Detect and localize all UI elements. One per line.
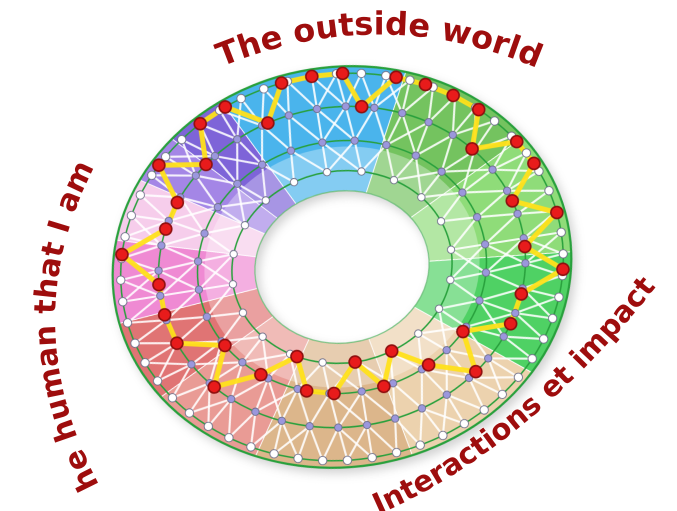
donut-group <box>111 65 573 469</box>
red-node <box>514 287 529 301</box>
red-node <box>335 66 350 81</box>
label-outside-world: The outside world <box>211 4 548 75</box>
label-human-that-i-am-text: The human that I am <box>0 0 107 498</box>
label-outside-world-text: The outside world <box>210 4 549 76</box>
red-node <box>152 158 166 173</box>
red-node <box>471 102 486 117</box>
red-node <box>207 380 222 394</box>
red-node <box>505 194 520 208</box>
red-node <box>299 384 314 398</box>
red-node <box>384 344 399 358</box>
red-node <box>274 76 289 90</box>
red-node <box>115 247 129 262</box>
red-node <box>261 116 275 130</box>
red-nodes <box>115 66 570 401</box>
inner-band-overlay <box>204 146 480 388</box>
red-node <box>556 262 570 277</box>
red-node <box>550 205 564 220</box>
red-node <box>290 349 304 364</box>
red-node <box>465 142 479 156</box>
red-node <box>199 157 213 172</box>
mesh-lines <box>119 72 565 462</box>
red-node <box>389 70 403 85</box>
red-node <box>469 364 483 379</box>
red-node <box>503 316 518 331</box>
red-node <box>354 99 369 114</box>
red-node <box>157 308 172 322</box>
red-node <box>421 358 436 372</box>
red-node <box>170 336 184 351</box>
red-node <box>218 100 233 114</box>
red-node <box>170 195 185 210</box>
label-human-that-i-am: The human that I am <box>0 0 106 497</box>
red-node <box>377 379 391 394</box>
red-node <box>527 156 541 171</box>
red-node <box>254 367 268 382</box>
red-node <box>509 134 524 149</box>
red-node <box>517 239 532 254</box>
red-node <box>418 77 433 92</box>
red-node <box>193 116 208 131</box>
red-node <box>456 324 470 339</box>
red-node <box>218 338 232 353</box>
red-node <box>327 386 341 401</box>
red-node <box>446 88 460 103</box>
red-node <box>305 69 319 84</box>
red-node <box>152 277 166 292</box>
red-node <box>158 222 173 236</box>
red-node <box>348 355 362 369</box>
